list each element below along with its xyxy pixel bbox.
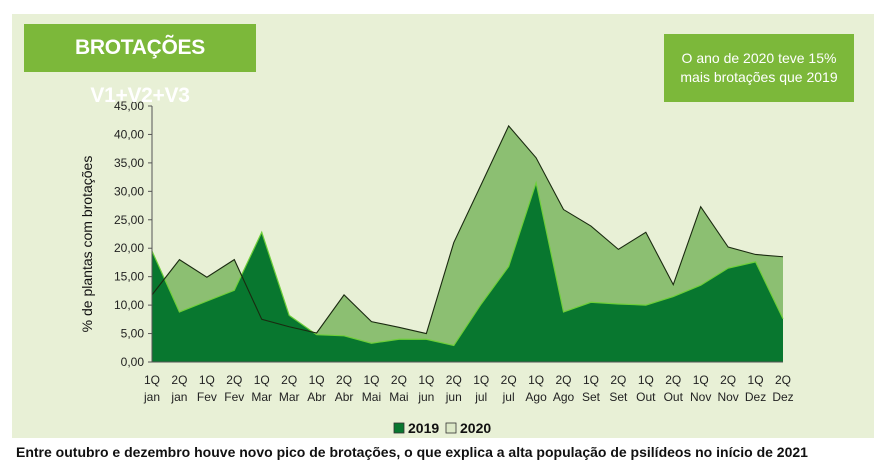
y-tick-label: 15,00 [114,270,144,284]
y-tick-labels: 0,00 5,00 10,00 15,00 20,00 25,00 30,00 35,00 40… [114,99,152,369]
series-2019-line [151,180,784,347]
x-tick-label-quinzena: 1Q [144,373,160,387]
x-tick-label-quinzena: 2Q [556,373,572,387]
legend-label-2019: 2019 [408,420,439,436]
x-tick-label-quinzena: 1Q [583,373,599,387]
x-tick-label-month: Fev [224,390,244,404]
x-tick-label-month: Mai [362,390,381,404]
x-tick-label-month: Out [636,390,656,404]
y-tick-label: 20,00 [114,241,144,255]
x-tick-label-month: Nov [717,390,738,404]
legend-swatch-2020 [445,422,457,434]
y-tick-label: 5,00 [121,327,145,341]
x-tick-label-month: Mai [389,390,408,404]
x-tick-label-quinzena: 1Q [693,373,709,387]
legend: 2019 2020 [393,420,491,436]
note-line-2: mais brotações que 2019 [680,69,838,85]
x-tick-label-quinzena: 1Q [473,373,489,387]
y-tick-label: 35,00 [114,156,144,170]
note-line-1: O ano de 2020 teve 15% [681,50,837,66]
x-tick-label-quinzena: 1Q [418,373,434,387]
y-tick-label: 45,00 [114,99,144,113]
x-tick-label-month: Set [609,390,628,404]
axis-layer [151,106,783,363]
series-2020-line [151,124,784,335]
x-tick-label-month: Fev [197,390,217,404]
legend-label-2020: 2020 [460,420,491,436]
x-tick-label-quinzena: 2Q [610,373,626,387]
chart-caption: Entre outubro e dezembro houve novo pico… [16,444,808,460]
y-axis-title: % de plantas com brotações [79,156,95,333]
note-callout: O ano de 2020 teve 15% mais brotações qu… [664,34,854,102]
x-tick-label-month: Dez [772,390,793,404]
x-tick-label-month: jan [143,390,160,404]
x-tick-label-quinzena: 1Q [363,373,379,387]
series-2020-area [152,125,783,363]
x-tick-label-quinzena: 2Q [720,373,736,387]
x-tick-label-month: Abr [335,390,354,404]
x-tick-label-quinzena: 2Q [446,373,462,387]
x-tick-label-month: jun [417,390,434,404]
x-tick-label-quinzena: 2Q [336,373,352,387]
legend-swatch-2019 [393,422,405,434]
x-tick-label-quinzena: 1Q [309,373,325,387]
x-tick-label-quinzena: 1Q [748,373,764,387]
x-tick-labels: 1Q jan 2Q jan 1Q Fev 2Q Fev 1Q Mar 2Q Mar 1Q Abr 2Q Abr… [143,373,794,404]
x-tick-label-quinzena: 2Q [501,373,517,387]
x-tick-label-month: Ago [553,390,575,404]
x-tick-label-month: jun [445,390,462,404]
x-tick-label-month: Set [582,390,601,404]
x-tick-label-month: Dez [745,390,766,404]
x-tick-label-quinzena: 2Q [665,373,681,387]
series-2019-area [152,182,783,362]
x-tick-label-month: jul [474,390,487,404]
y-tick-label: 10,00 [114,298,144,312]
x-tick-label-month: Mar [251,390,272,404]
x-tick-label-quinzena: 1Q [638,373,654,387]
x-tick-label-quinzena: 2Q [171,373,187,387]
x-tick-label-quinzena: 2Q [775,373,791,387]
x-tick-label-quinzena: 2Q [281,373,297,387]
x-tick-label-quinzena: 2Q [391,373,407,387]
x-tick-label-month: Abr [307,390,326,404]
x-tick-label-quinzena: 1Q [254,373,270,387]
y-tick-label: 25,00 [114,213,144,227]
x-tick-label-quinzena: 1Q [199,373,215,387]
series-2020-overlay [152,126,783,362]
y-tick-label: 0,00 [121,355,145,369]
x-tick-label-month: jul [502,390,515,404]
x-tick-label-month: Mar [279,390,300,404]
y-tick-label: 30,00 [114,184,144,198]
x-tick-label-month: Out [664,390,684,404]
x-tick-label-month: jan [170,390,187,404]
chart-title: BROTAÇÕES V1+V2+V3 [24,24,256,107]
x-tick-label-quinzena: 2Q [226,373,242,387]
x-tick-label-month: Nov [690,390,711,404]
x-tick-label-quinzena: 1Q [528,373,544,387]
x-tick-label-month: Ago [525,390,547,404]
y-tick-label: 40,00 [114,127,144,141]
area-layer [151,124,784,363]
